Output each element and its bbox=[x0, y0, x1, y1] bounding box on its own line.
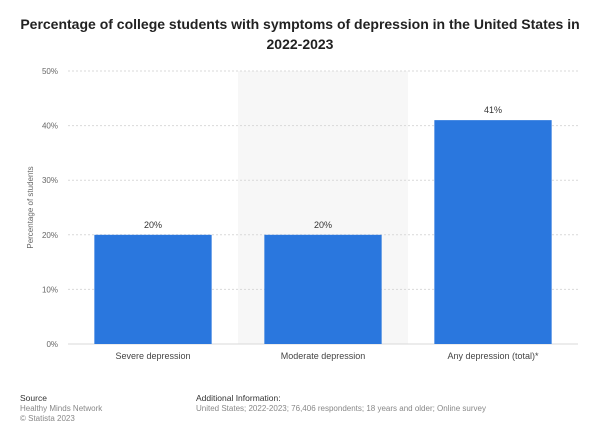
bar bbox=[434, 120, 552, 344]
y-tick-label: 50% bbox=[42, 67, 58, 76]
bar-value-label: 20% bbox=[314, 220, 332, 230]
y-tick-label: 30% bbox=[42, 176, 58, 185]
chart-title: Percentage of college students with symp… bbox=[20, 16, 580, 52]
x-category-label: Any depression (total)* bbox=[447, 351, 539, 361]
y-axis-title: Percentage of students bbox=[26, 166, 35, 248]
source-line-1: Healthy Minds Network bbox=[20, 404, 103, 413]
y-tick-label: 20% bbox=[42, 231, 58, 240]
bar bbox=[264, 234, 382, 344]
bar bbox=[94, 234, 212, 344]
x-category-label: Severe depression bbox=[115, 351, 190, 361]
x-category-label: Moderate depression bbox=[281, 351, 366, 361]
source-heading: Source bbox=[20, 393, 47, 403]
y-tick-label: 0% bbox=[46, 340, 58, 349]
source-line-2: © Statista 2023 bbox=[20, 414, 75, 423]
bar-value-label: 20% bbox=[144, 220, 162, 230]
y-tick-label: 40% bbox=[42, 122, 58, 131]
y-tick-label: 10% bbox=[42, 285, 58, 294]
additional-info-text: United States; 2022-2023; 76,406 respond… bbox=[196, 404, 486, 413]
additional-info-heading: Additional Information: bbox=[196, 393, 281, 403]
bar-value-label: 41% bbox=[484, 105, 502, 115]
